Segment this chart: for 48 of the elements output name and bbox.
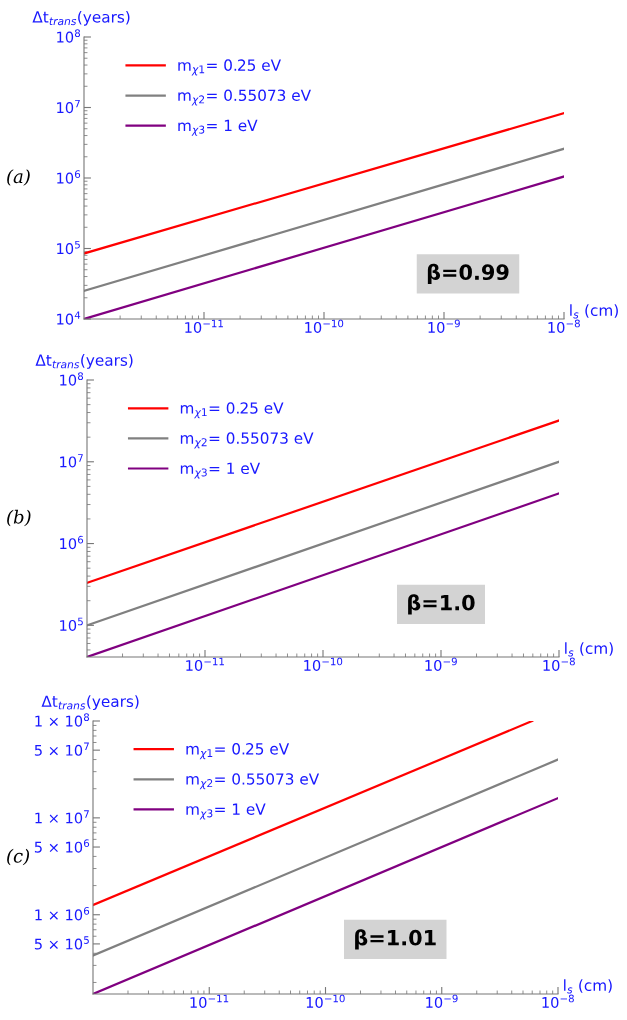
x-tick-label: 10$^{−11}$ bbox=[186, 657, 224, 671]
y-axis-title: Δt$_{trans}$(years) bbox=[41, 695, 139, 711]
y-axis-title: Δt$_{trans}$(years) bbox=[35, 354, 133, 369]
legend-label: m$_{χ2}$= 0.55073 eV bbox=[178, 89, 311, 106]
y-tick-label: 1 × 10$^{7}$ bbox=[35, 810, 89, 824]
x-tick-label: 10$^{−9}$ bbox=[425, 657, 457, 671]
y-tick-label: 5 × 10$^{6}$ bbox=[34, 839, 90, 853]
text: (c) bbox=[7, 848, 30, 866]
y-tick-label: 10$^{7}$ bbox=[60, 454, 83, 468]
y-axis-title: Δt$_{trans}$(years) bbox=[32, 10, 130, 26]
legend-label: m$_{χ3}$= 1 eV bbox=[186, 803, 266, 820]
text: (b) bbox=[7, 509, 31, 527]
legend-label: m$_{χ2}$= 0.55073 eV bbox=[180, 432, 314, 449]
legend-label: m$_{χ3}$= 1 eV bbox=[180, 462, 261, 479]
x-axis-title: l$_{s}$ (cm) bbox=[565, 642, 613, 657]
y-tick-label: 10$^{8}$ bbox=[60, 372, 84, 386]
legend-label: m$_{χ1}$= 0.25 eV bbox=[186, 743, 290, 760]
legend-label: m$_{χ1}$= 0.25 eV bbox=[178, 59, 281, 76]
y-tick-label: 10$^{4}$ bbox=[57, 311, 81, 325]
y-tick-label: 10$^{6}$ bbox=[57, 170, 81, 184]
legend-label: m$_{χ2}$= 0.55073 eV bbox=[186, 773, 320, 790]
y-tick-label: 10$^{8}$ bbox=[57, 29, 81, 43]
x-tick-label: 10$^{−10}$ bbox=[306, 994, 345, 1008]
x-tick-label: 10$^{−8}$ bbox=[548, 319, 580, 333]
y-tick-label: 5 × 10$^{5}$ bbox=[34, 936, 89, 950]
annotation: β=0.99 bbox=[427, 263, 509, 285]
y-tick-label: 5 × 10$^{7}$ bbox=[34, 742, 89, 756]
y-tick-label: 1 × 10$^{6}$ bbox=[35, 907, 90, 921]
y-tick-label: 1 × 10$^{8}$ bbox=[35, 713, 90, 727]
x-tick-label: 10$^{−8}$ bbox=[543, 657, 575, 671]
x-tick-label: 10$^{−11}$ bbox=[190, 994, 229, 1008]
x-tick-label: 10$^{−9}$ bbox=[428, 319, 460, 333]
annotation: β=1.0 bbox=[408, 594, 475, 615]
y-tick-label: 10$^{5}$ bbox=[60, 617, 83, 631]
x-axis-title: l$_{s}$ (cm) bbox=[570, 304, 618, 319]
annotation: β=1.01 bbox=[355, 929, 436, 950]
y-tick-label: 10$^{5}$ bbox=[57, 240, 80, 255]
x-tick-label: 10$^{−10}$ bbox=[304, 657, 343, 671]
x-tick-label: 10$^{−9}$ bbox=[426, 994, 458, 1008]
x-tick-label: 10$^{−10}$ bbox=[305, 319, 344, 333]
x-tick-label: 10$^{−8}$ bbox=[542, 994, 574, 1008]
legend-label: m$_{χ1}$= 0.25 eV bbox=[180, 402, 284, 419]
legend-label: m$_{χ3}$= 1 eV bbox=[178, 119, 258, 136]
x-axis-title: l$_{s}$ (cm) bbox=[564, 979, 612, 994]
text: (a) bbox=[7, 169, 30, 186]
y-tick-label: 10$^{6}$ bbox=[60, 535, 84, 550]
y-tick-label: 10$^{7}$ bbox=[57, 99, 80, 114]
x-tick-label: 10$^{−11}$ bbox=[185, 319, 223, 333]
